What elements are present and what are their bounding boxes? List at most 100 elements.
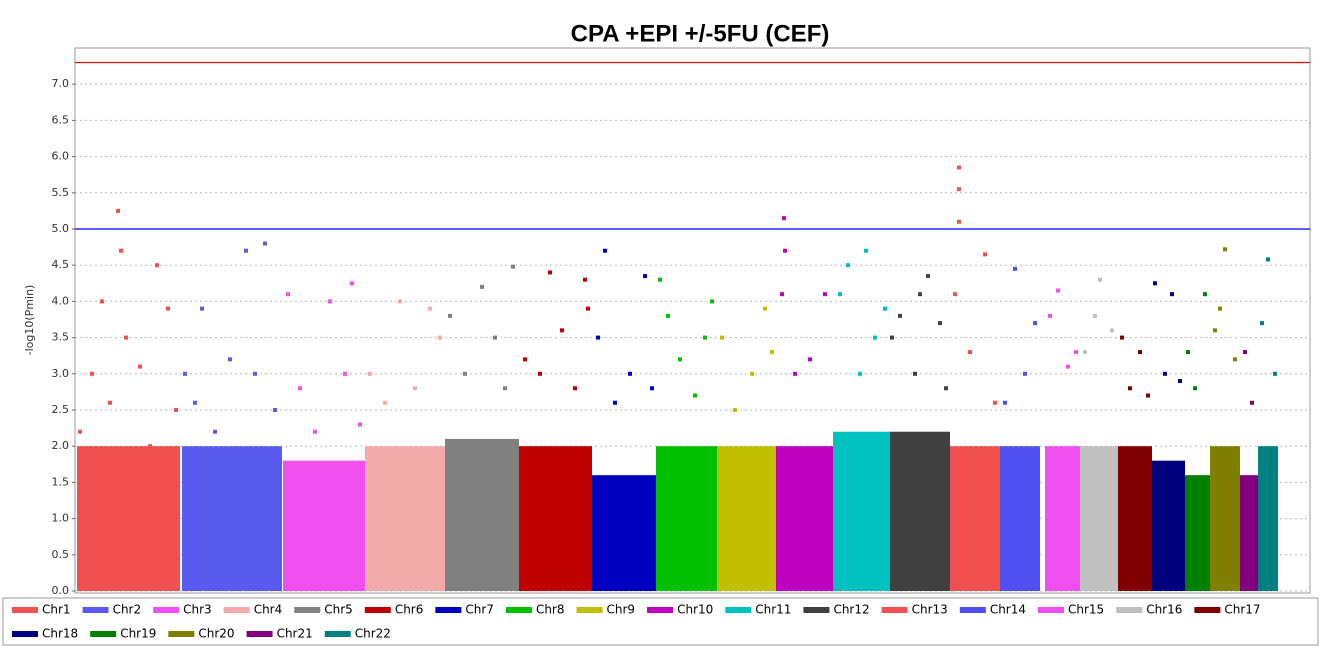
- point: [1138, 350, 1142, 355]
- point: [650, 386, 654, 391]
- legend-swatch: [647, 607, 674, 613]
- dense-band: [77, 446, 180, 591]
- point: [1003, 400, 1007, 405]
- dense-band: [283, 460, 365, 591]
- plot-frame: [74, 47, 1311, 594]
- point: [720, 335, 724, 340]
- point: [780, 292, 784, 297]
- point: [413, 386, 417, 391]
- dense-band: [1152, 460, 1185, 591]
- y-tick-label: 1.5: [52, 475, 70, 488]
- point: [480, 284, 484, 289]
- point: [873, 335, 877, 340]
- point: [1083, 350, 1087, 355]
- legend-swatch: [435, 607, 462, 613]
- point: [183, 371, 187, 376]
- y-tick-label: 0.0: [52, 584, 70, 597]
- legend-label: Chr10: [677, 603, 713, 617]
- legend-swatch: [12, 631, 38, 637]
- dense-band: [656, 446, 717, 591]
- point: [1243, 350, 1247, 355]
- point: [1218, 306, 1222, 311]
- point: [368, 371, 372, 376]
- point: [703, 335, 707, 340]
- point: [1013, 266, 1017, 271]
- point: [658, 277, 662, 282]
- point: [448, 313, 452, 318]
- point: [108, 400, 112, 405]
- chart-title: CPA +EPI +/-5FU (CEF): [571, 20, 830, 47]
- point: [603, 248, 607, 253]
- point: [957, 187, 961, 192]
- point: [343, 371, 347, 376]
- point: [148, 444, 152, 449]
- legend-label: Chr12: [833, 603, 869, 617]
- legend-swatch: [1038, 607, 1064, 613]
- point: [263, 241, 267, 246]
- dense-band: [1118, 446, 1152, 591]
- point: [166, 306, 170, 311]
- legend-label: Chr3: [183, 603, 212, 617]
- point: [398, 299, 402, 304]
- point: [428, 306, 432, 311]
- legend-label: Chr15: [1068, 603, 1104, 617]
- legend-swatch: [1116, 607, 1143, 613]
- dense-band: [445, 438, 519, 591]
- point: [1056, 288, 1060, 293]
- dense-band: [1258, 446, 1278, 591]
- point: [155, 263, 159, 268]
- point: [763, 306, 767, 311]
- dense-band: [1045, 446, 1080, 591]
- legend-label: Chr4: [254, 603, 283, 617]
- point: [1250, 400, 1254, 405]
- y-tick-label: 0.5: [52, 548, 70, 561]
- y-tick-label: 3.0: [52, 367, 70, 380]
- point: [138, 364, 142, 369]
- point: [858, 371, 862, 376]
- point: [119, 248, 123, 253]
- legend-label: Chr11: [755, 603, 791, 617]
- legend-swatch: [223, 607, 250, 613]
- y-tick-label: 3.5: [52, 331, 70, 344]
- dense-band: [717, 446, 776, 591]
- point: [1203, 292, 1207, 297]
- y-tick-label: 5.0: [52, 222, 70, 235]
- point: [957, 219, 961, 224]
- y-tick-label: 4.0: [52, 294, 70, 307]
- point: [573, 386, 577, 391]
- point: [693, 393, 697, 398]
- point: [643, 274, 647, 279]
- legend-label: Chr8: [536, 603, 565, 617]
- point: [124, 335, 128, 340]
- point: [808, 357, 812, 362]
- point: [613, 400, 617, 405]
- point: [938, 321, 942, 326]
- legend-swatch: [153, 607, 180, 613]
- legend-swatch: [505, 607, 532, 613]
- point: [944, 386, 948, 391]
- point: [193, 400, 197, 405]
- legend-swatch: [168, 631, 195, 637]
- point: [586, 306, 590, 311]
- point: [1170, 292, 1174, 297]
- point: [628, 371, 632, 376]
- point: [710, 299, 714, 304]
- legend-label: Chr7: [465, 603, 494, 617]
- legend-swatch: [576, 607, 603, 613]
- legend-label: Chr22: [355, 627, 391, 641]
- point: [733, 408, 737, 412]
- point: [793, 371, 797, 376]
- point: [1153, 281, 1157, 286]
- legend-swatch: [294, 607, 321, 613]
- point: [583, 277, 587, 282]
- point: [328, 299, 332, 304]
- legend-swatch: [803, 607, 830, 613]
- point: [596, 335, 600, 340]
- point: [383, 400, 387, 405]
- legend-swatch: [82, 607, 109, 613]
- point: [1186, 350, 1190, 355]
- legend-label: Chr2: [113, 603, 142, 617]
- dense-band: [1000, 446, 1040, 591]
